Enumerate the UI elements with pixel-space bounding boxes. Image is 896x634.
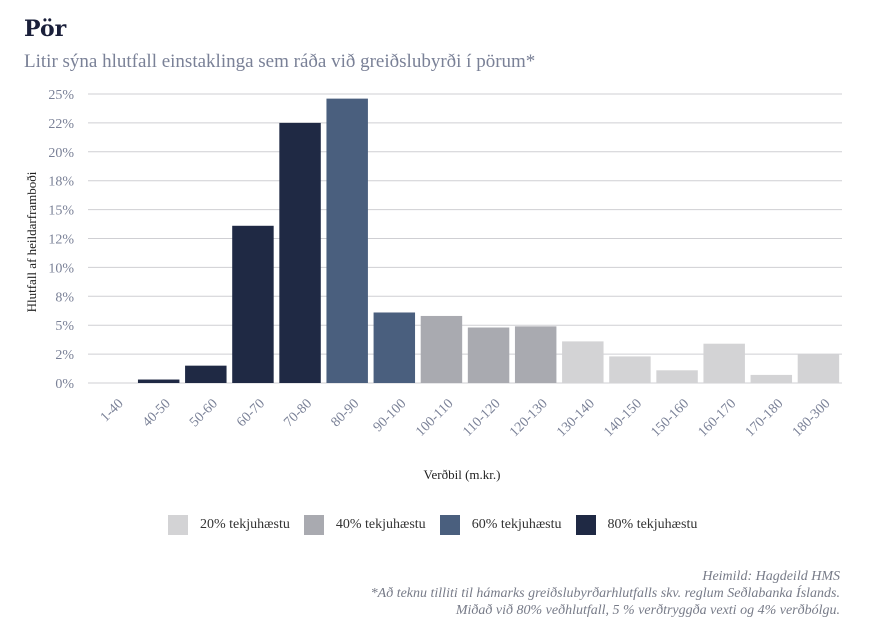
x-tick-label: 110-120: [460, 396, 503, 439]
y-tick-label: 8%: [55, 290, 74, 305]
bar-140-150: [609, 356, 651, 383]
y-tick-label: 25%: [48, 88, 74, 103]
chart-subtitle: Litir sýna hlutfall einstaklinga sem ráð…: [24, 51, 536, 72]
legend-swatch-60: [439, 515, 460, 535]
footnote-1: *Að teknu tilliti til hámarks greiðsluby…: [370, 586, 840, 601]
x-tick-label: 40-50: [140, 396, 174, 430]
footer-notes: Heimild: Hagdeild HMS *Að teknu tilliti …: [371, 568, 840, 619]
bar-180-300: [797, 354, 840, 383]
bar-120-130: [514, 326, 557, 383]
bar-100-110: [420, 315, 463, 383]
x-tick-label: 90-100: [371, 396, 410, 435]
x-axis-label: Verðbil (m.kr.): [424, 467, 501, 482]
bar-chart: 0% 2% 5% 8% 10% 12% 15% 18% 20% 22% 25% 1-40 40-50 5…: [24, 88, 842, 482]
x-tick-label: 100-110: [413, 396, 456, 439]
y-tick-label: 22%: [48, 117, 74, 132]
legend-label-80: 80% tekjuhæstu: [607, 517, 698, 532]
bar-110-120: [467, 327, 510, 383]
legend: 20% tekjuhæstu 40% tekjuhæstu 60% tekjuh…: [168, 515, 711, 535]
x-tick-label: 1-40: [98, 396, 127, 425]
y-tick-label: 15%: [48, 204, 74, 219]
x-tick-label: 60-70: [234, 396, 268, 430]
y-axis-label: Hlutfall af heildarframboði: [24, 171, 39, 312]
y-tick-label: 12%: [48, 233, 74, 248]
bar-40-50: [137, 379, 180, 383]
legend-swatch-80: [575, 515, 596, 535]
legend-label-40: 40% tekjuhæstu: [335, 517, 426, 532]
y-tick-label: 18%: [48, 175, 74, 190]
grid-lines: [88, 93, 842, 384]
x-tick-label: 70-80: [281, 396, 315, 430]
bar-170-180: [750, 374, 793, 383]
bar-50-60: [185, 365, 227, 383]
bar-150-160: [656, 370, 698, 383]
legend-item-80: 80% tekjuhæstu: [575, 515, 700, 535]
legend-swatch-40: [303, 515, 324, 535]
legend-item-20: 20% tekjuhæstu: [168, 515, 292, 535]
legend-item-60: 60% tekjuhæstu: [439, 515, 564, 535]
x-tick-label: 150-160: [649, 396, 693, 440]
x-tick-label: 160-170: [696, 396, 740, 440]
y-tick-label: 10%: [48, 261, 74, 276]
bar-90-100: [373, 312, 416, 383]
legend-label-60: 60% tekjuhæstu: [471, 517, 562, 532]
y-tick-label: 2%: [55, 348, 74, 363]
y-tick-label: 0%: [55, 377, 74, 392]
x-tick-label: 130-140: [554, 396, 598, 440]
x-tick-label: 170-180: [743, 396, 787, 440]
legend-label-20: 20% tekjuhæstu: [200, 517, 290, 532]
source-note: Heimild: Hagdeild HMS: [702, 569, 840, 584]
legend-swatch-20: [168, 515, 188, 535]
bar-160-170: [703, 343, 745, 383]
footnote-2: Miðað við 80% veðhlutfall, 5 % verðtrygg…: [455, 603, 840, 618]
legend-item-40: 40% tekjuhæstu: [303, 515, 428, 535]
bar-80-90: [326, 98, 368, 384]
x-tick-label: 180-300: [790, 396, 834, 440]
y-tick-label: 5%: [55, 319, 74, 334]
x-tick-labels: 1-40 40-50 50-60 60-70 70-80 80-90 90-100 100-1…: [98, 396, 834, 440]
x-tick-label: 80-90: [329, 396, 363, 430]
bars: [137, 98, 840, 384]
bar-70-80: [279, 122, 321, 384]
chart-title: Pör: [24, 16, 67, 42]
x-tick-label: 140-150: [601, 396, 645, 440]
y-tick-labels: 0% 2% 5% 8% 10% 12% 15% 18% 20% 22% 25%: [48, 88, 74, 392]
bar-60-70: [232, 225, 274, 383]
x-tick-label: 50-60: [187, 396, 221, 430]
x-tick-label: 120-130: [507, 396, 551, 440]
bar-130-140: [562, 341, 604, 383]
y-tick-label: 20%: [48, 146, 74, 161]
